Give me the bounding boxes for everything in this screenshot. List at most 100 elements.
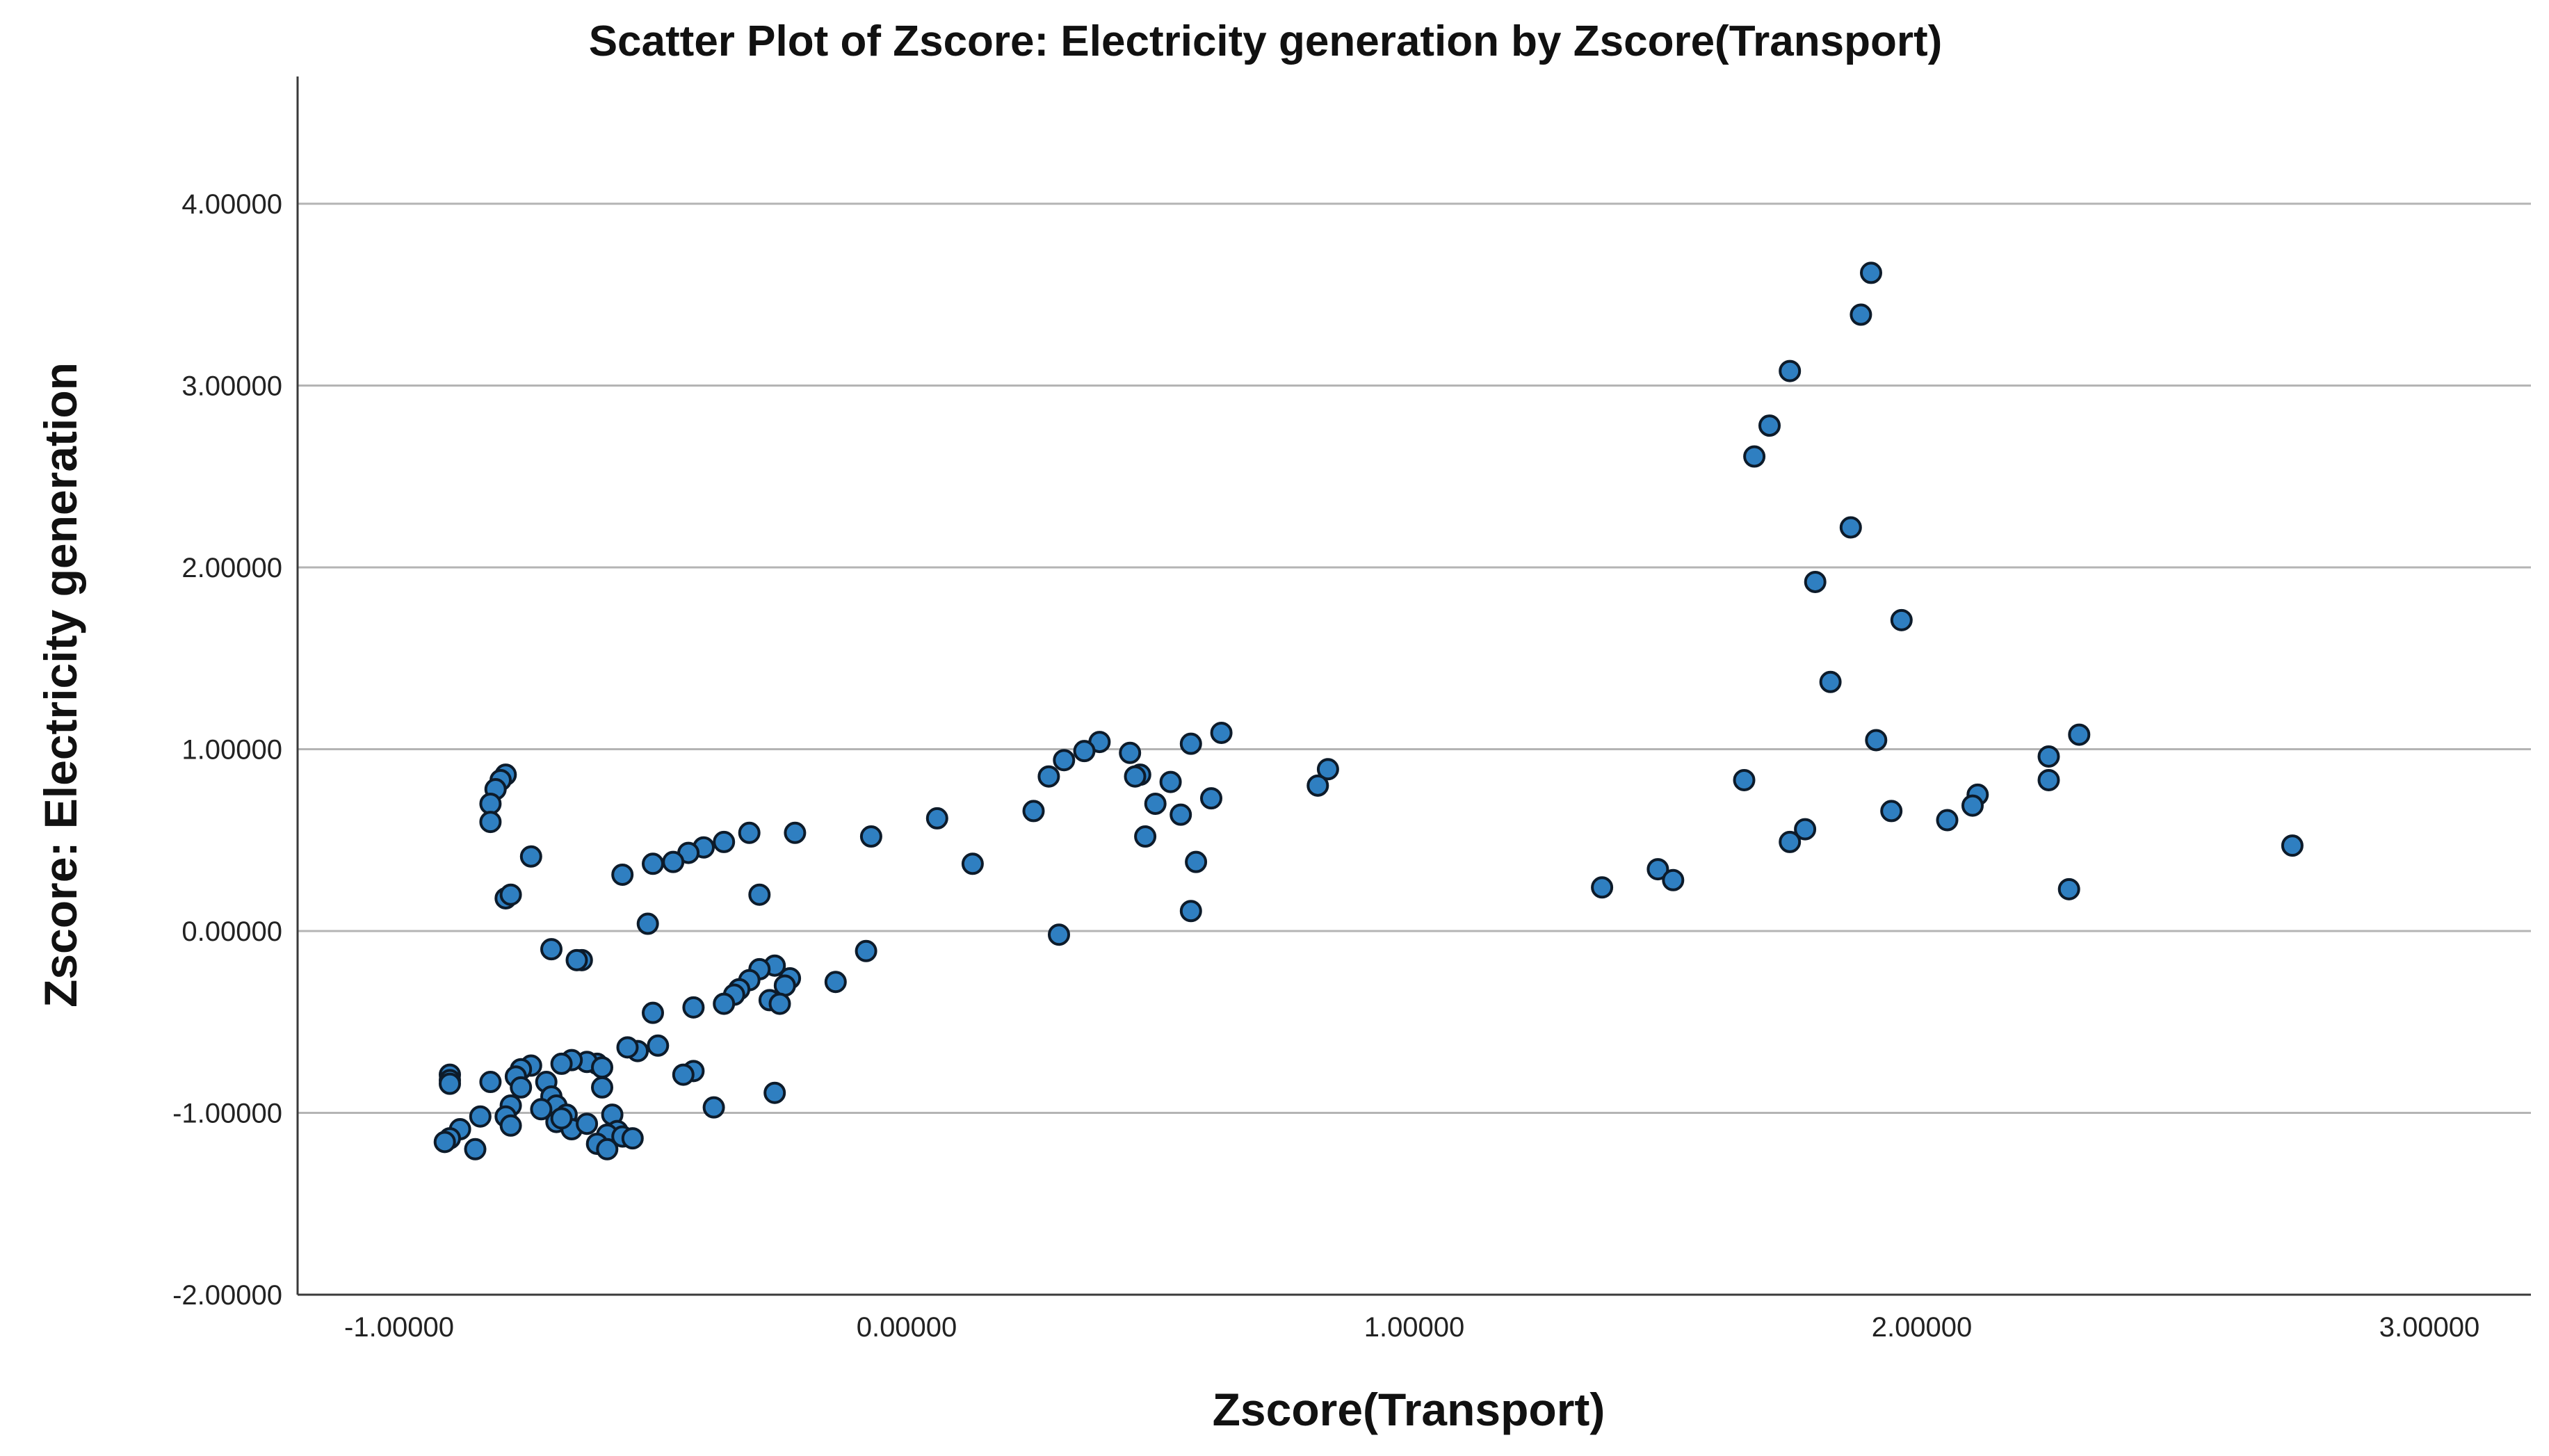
data-point [1306, 774, 1329, 797]
data-point [1860, 261, 1882, 284]
data-point [1037, 765, 1060, 788]
data-point [565, 948, 588, 971]
data-point [591, 1056, 613, 1079]
data-point [961, 852, 984, 875]
data-point [702, 1096, 725, 1119]
data-point [596, 1138, 619, 1160]
y-tick-label: 3.00000 [181, 371, 282, 402]
data-point [1794, 818, 1817, 841]
data-point [621, 1127, 644, 1150]
data-point [662, 850, 685, 873]
data-point [1179, 900, 1202, 923]
y-tick-label: 2.00000 [181, 553, 282, 583]
data-point [1961, 794, 1984, 817]
data-point [499, 1114, 522, 1137]
x-tick-label: -1.00000 [344, 1312, 454, 1343]
y-tick-label: -2.00000 [172, 1280, 282, 1311]
data-point [439, 1072, 461, 1095]
data-point [642, 852, 664, 875]
data-point [2281, 834, 2304, 857]
data-point [1159, 770, 1182, 793]
data-point [519, 845, 542, 868]
data-point [1850, 303, 1872, 326]
data-point [672, 1063, 695, 1086]
data-point [768, 992, 791, 1015]
data-point [591, 1076, 613, 1099]
data-point [550, 1052, 573, 1075]
data-point [1733, 768, 1756, 791]
data-point [2037, 768, 2060, 791]
x-axis-label: Zscore(Transport) [1213, 1384, 1605, 1435]
data-point [1053, 749, 1076, 772]
data-point [1591, 876, 1614, 899]
data-point [763, 1081, 786, 1104]
data-point [1936, 809, 1959, 832]
x-axis-ticks: -1.00000 0.00000 1.00000 2.00000 3.00000 [344, 1312, 2479, 1343]
data-point [616, 1036, 639, 1059]
y-axis-ticks: -2.00000 -1.00000 0.00000 1.00000 2.00000 3.0… [172, 189, 282, 1311]
data-point [1170, 803, 1192, 826]
data-point [855, 939, 877, 962]
data-point [550, 1107, 573, 1130]
data-point [1144, 792, 1167, 815]
data-point [925, 807, 948, 830]
data-point [748, 883, 771, 906]
chart-title: Scatter Plot of Zscore: Electricity gene… [589, 17, 1943, 65]
data-point [540, 938, 563, 961]
data-point [1073, 740, 1096, 763]
data-point [1200, 787, 1222, 810]
data-point [784, 821, 807, 844]
data-point [1119, 741, 1142, 764]
data-point [1839, 516, 1862, 539]
x-tick-label: 2.00000 [1872, 1312, 1973, 1343]
y-axis-label: Zscore: Electricity generation [35, 362, 86, 1008]
data-point [1819, 670, 1842, 693]
data-point [682, 996, 705, 1019]
data-point [1124, 765, 1147, 788]
x-tick-label: 0.00000 [857, 1312, 957, 1343]
data-point [1779, 359, 1802, 382]
data-point [2037, 745, 2060, 768]
data-point [636, 912, 659, 935]
data-point [859, 825, 882, 848]
data-points [433, 261, 2304, 1160]
data-point [1048, 923, 1070, 946]
y-tick-label: -1.00000 [172, 1099, 282, 1129]
data-point [2068, 723, 2091, 746]
data-point [1758, 414, 1781, 437]
data-point [713, 992, 736, 1015]
data-point [1134, 825, 1157, 848]
data-point [1316, 758, 1339, 781]
data-point [1880, 800, 1903, 823]
data-point [1662, 868, 1685, 891]
x-tick-label: 3.00000 [2379, 1312, 2480, 1343]
data-point [2057, 877, 2080, 900]
data-point [611, 863, 634, 886]
x-tick-label: 1.00000 [1364, 1312, 1465, 1343]
data-point [773, 974, 796, 997]
y-tick-label: 1.00000 [181, 735, 282, 766]
data-point [1804, 570, 1827, 593]
gridlines [298, 202, 2531, 1115]
data-point [1779, 830, 1802, 853]
data-point [824, 971, 847, 994]
data-point [1865, 729, 1888, 752]
data-point [1185, 850, 1208, 873]
data-point [642, 1001, 664, 1024]
data-point [469, 1105, 492, 1128]
data-point [479, 811, 502, 834]
y-tick-label: 0.00000 [181, 916, 282, 947]
data-point [1890, 608, 1913, 631]
data-point [433, 1131, 456, 1154]
data-point [464, 1138, 487, 1160]
axes [296, 76, 2531, 1296]
data-point [1022, 800, 1045, 823]
data-point [738, 821, 761, 844]
data-point [647, 1034, 670, 1057]
y-tick-label: 4.00000 [181, 189, 282, 220]
data-point [576, 1113, 599, 1135]
data-point [1646, 858, 1669, 881]
data-point [479, 1071, 502, 1094]
